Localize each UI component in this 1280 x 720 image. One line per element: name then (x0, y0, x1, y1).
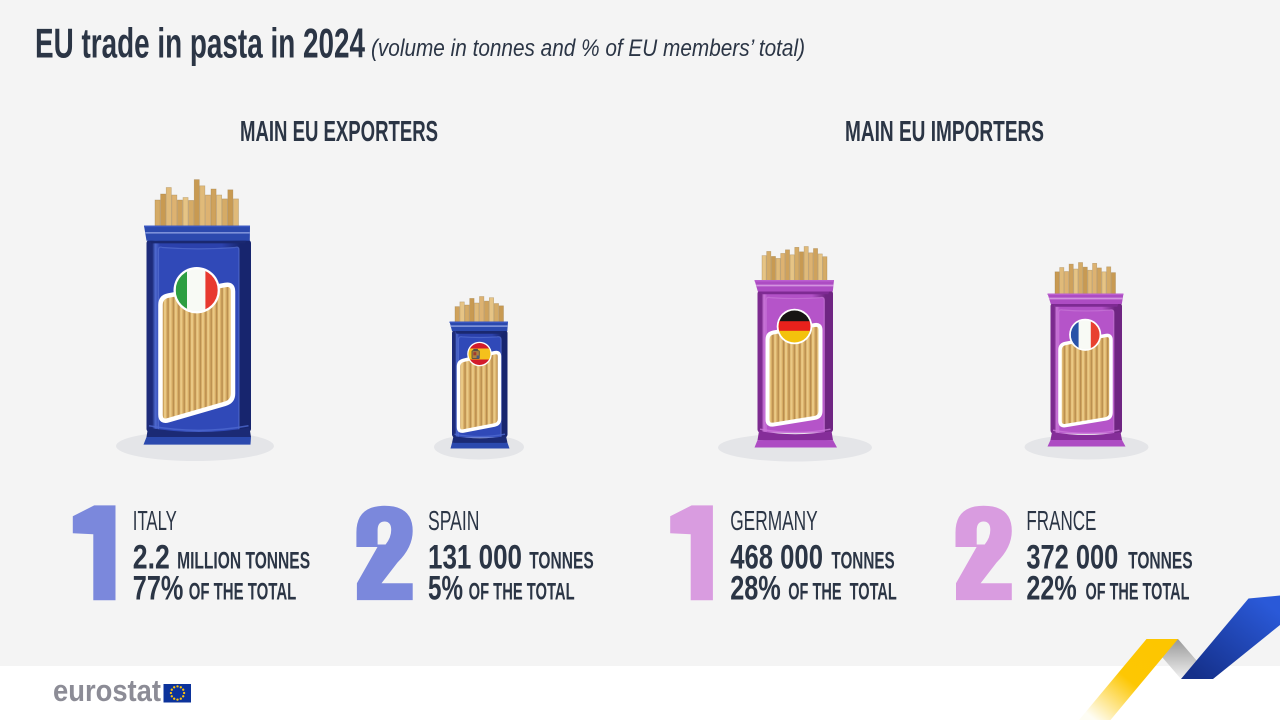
svg-text:GERMANY: GERMANY (730, 505, 818, 536)
svg-text:MAIN EU IMPORTERS: MAIN EU IMPORTERS (845, 116, 1044, 148)
svg-text:ITALY: ITALY (133, 505, 177, 536)
svg-text:(volume in tonnes and % of EU: (volume in tonnes and % of EU members’ t… (371, 35, 805, 62)
svg-text:TONNES: TONNES (1128, 548, 1193, 574)
svg-text:MAIN EU EXPORTERS: MAIN EU EXPORTERS (240, 116, 438, 148)
svg-text:TONNES: TONNES (529, 548, 594, 574)
svg-text:468 000: 468 000 (730, 538, 823, 576)
svg-text:22%: 22% (1026, 570, 1076, 608)
svg-text:EU trade in pasta in 2024: EU trade in pasta in 2024 (35, 20, 365, 67)
svg-text:2.2: 2.2 (133, 538, 170, 576)
svg-text:131 000: 131 000 (428, 538, 522, 576)
svg-text:77%: 77% (133, 570, 184, 608)
svg-text:eurostat: eurostat (53, 673, 161, 708)
svg-text:OF THE TOTAL: OF THE TOTAL (189, 580, 297, 606)
svg-text:OF THE TOTAL: OF THE TOTAL (788, 580, 897, 606)
svg-text:372 000: 372 000 (1026, 538, 1118, 576)
svg-text:SPAIN: SPAIN (428, 505, 479, 536)
svg-text:FRANCE: FRANCE (1026, 505, 1096, 536)
svg-text:28%: 28% (730, 570, 781, 608)
svg-text:OF THE TOTAL: OF THE TOTAL (469, 580, 575, 606)
svg-text:OF THE TOTAL: OF THE TOTAL (1086, 580, 1190, 606)
svg-text:MILLION TONNES: MILLION TONNES (177, 548, 310, 574)
svg-text:TONNES: TONNES (831, 548, 894, 574)
svg-text:5%: 5% (428, 570, 463, 608)
